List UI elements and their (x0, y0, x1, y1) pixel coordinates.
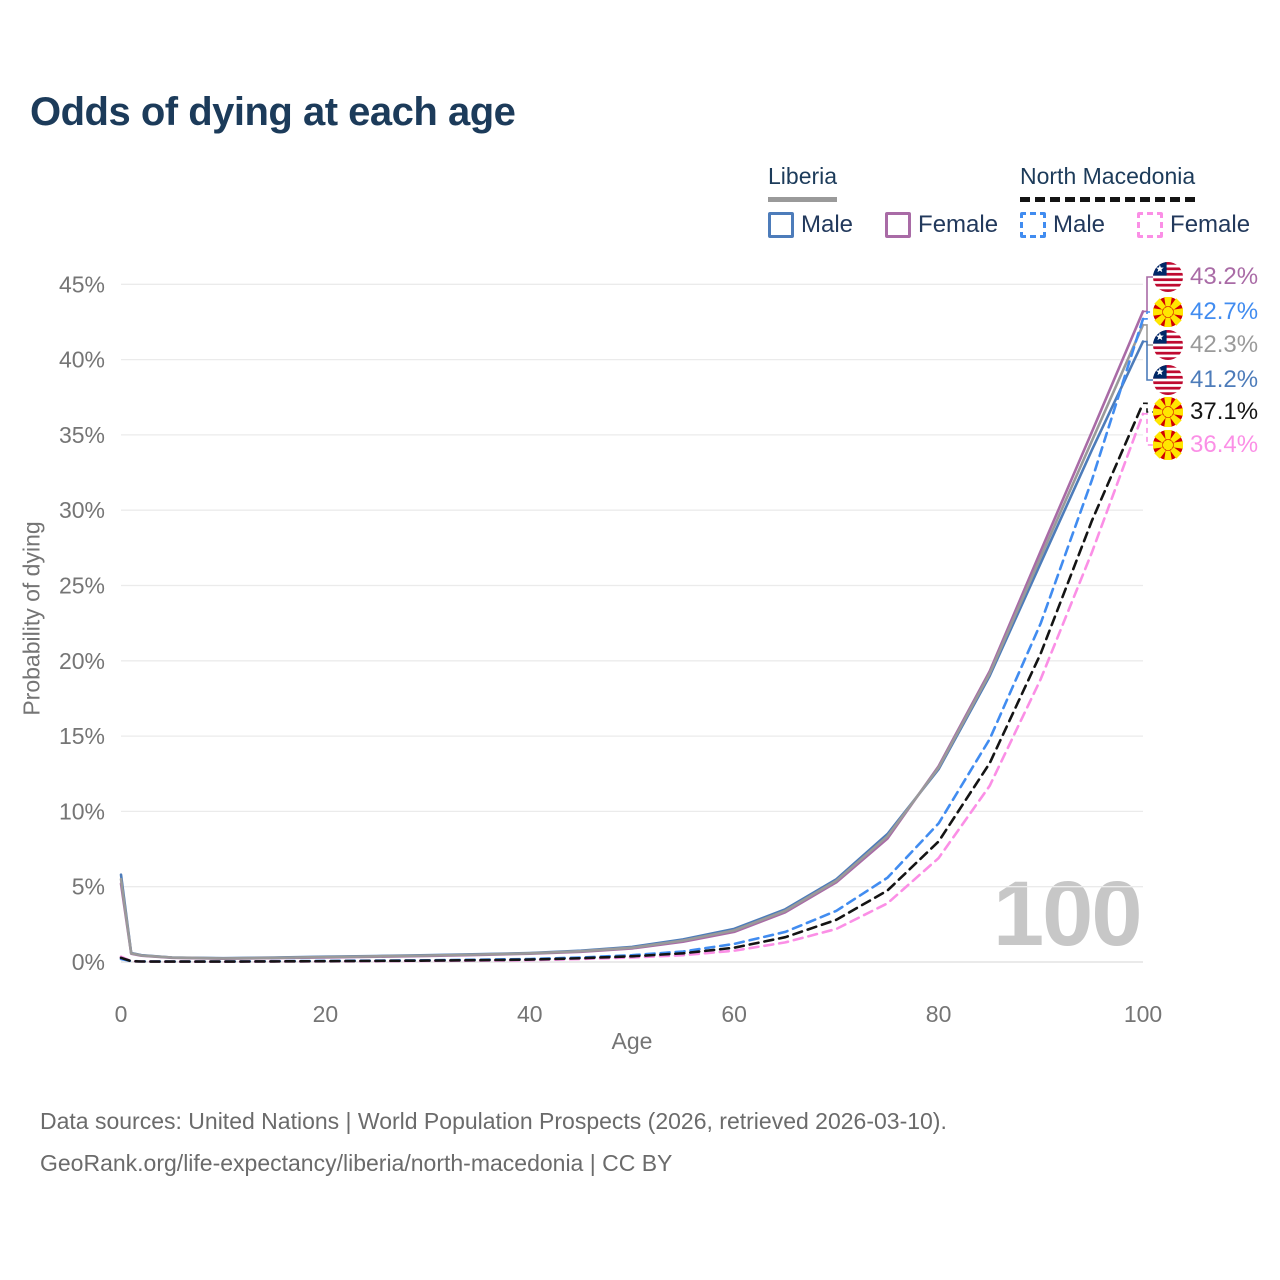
end-label-value: 41.2% (1190, 366, 1259, 393)
y-tick-label: 45% (59, 271, 105, 297)
y-tick-label: 15% (59, 723, 105, 749)
end-label-value: 43.2% (1190, 263, 1259, 290)
series-line-liberia_male[interactable] (119, 340, 1145, 960)
legend-group-liberia: Liberia Male Female (768, 163, 998, 239)
legend-item-north-macedonia-male[interactable]: Male (1020, 211, 1105, 239)
y-tick-label: 10% (59, 798, 105, 824)
x-tick-label: 40 (517, 1001, 543, 1027)
page-title: Odds of dying at each age (30, 90, 516, 134)
series-line-liberia_both[interactable] (119, 323, 1145, 960)
y-tick-label: 25% (59, 573, 105, 599)
north-macedonia-female-swatch (1137, 212, 1164, 238)
north-macedonia-flag-icon (1153, 297, 1183, 327)
series-line-nm_both[interactable] (119, 402, 1145, 963)
end-label-value: 42.7% (1190, 298, 1259, 325)
series-line-liberia_female[interactable] (119, 310, 1145, 960)
legend-item-label: Male (801, 211, 854, 238)
liberia-flag-icon (1153, 262, 1183, 292)
north-macedonia-male-swatch (1020, 212, 1046, 238)
gridlines: 0% 5% 10% 15% 20% 25% 30% 35% 40% 45% (59, 271, 1143, 975)
x-tick-label: 80 (926, 1001, 952, 1027)
x-axis-title: Age (611, 1028, 653, 1054)
y-tick-label: 35% (59, 422, 105, 448)
y-tick-label: 5% (72, 874, 105, 900)
end-label-nm_both: 37.1% (1153, 396, 1258, 428)
legend-item-label: Male (1053, 211, 1106, 238)
end-label-value: 42.3% (1190, 331, 1259, 358)
attribution-url-text: GeoRank.org/life-expectancy/liberia/nort… (40, 1150, 673, 1176)
legend-country-liberia[interactable]: Liberia (768, 163, 838, 202)
end-label-liberia_male: 41.2% (1153, 364, 1258, 396)
north-macedonia-flag-icon (1153, 397, 1183, 427)
leader-line-liberia_female (1143, 276, 1153, 313)
series-line-nm_female[interactable] (119, 412, 1145, 963)
end-label-liberia_both: 42.3% (1153, 329, 1258, 361)
legend-item-liberia-male[interactable]: Male (768, 211, 853, 239)
north-macedonia-flag-icon (1153, 430, 1183, 460)
leader-line-liberia_male (1143, 340, 1153, 381)
end-label-liberia_female: 43.2% (1153, 261, 1258, 293)
legend-item-north-macedonia-female[interactable]: Female (1137, 211, 1250, 239)
x-tick-label: 60 (721, 1001, 747, 1027)
y-tick-label: 30% (59, 497, 105, 523)
end-label-value: 36.4% (1190, 431, 1259, 458)
legend-item-label: Female (918, 211, 999, 238)
end-label-nm_female: 36.4% (1153, 429, 1258, 461)
legend-item-label: Female (1170, 211, 1251, 238)
series-lines (119, 310, 1145, 963)
leader-line-liberia_both (1143, 324, 1153, 346)
series-line-nm_male[interactable] (119, 317, 1145, 963)
legend-group-north-macedonia: North Macedonia Male Female (1020, 163, 1250, 239)
x-tick-label: 20 (313, 1001, 339, 1027)
end-label-nm_male: 42.7% (1153, 296, 1258, 328)
liberia-female-swatch (885, 212, 912, 238)
y-tick-label: 40% (59, 347, 105, 373)
x-tick-label: 100 (1124, 1001, 1162, 1027)
leader-line-nm_both (1143, 402, 1153, 413)
liberia-flag-icon (1153, 330, 1183, 360)
legend-country-north-macedonia[interactable]: North Macedonia (1020, 163, 1196, 202)
hover-age-watermark: 100 (993, 863, 1142, 965)
y-tick-label: 0% (72, 949, 105, 975)
legend-item-liberia-female[interactable]: Female (885, 211, 998, 239)
x-tick-label: 0 (115, 1001, 128, 1027)
data-sources-text: Data sources: United Nations | World Pop… (40, 1108, 947, 1134)
y-tick-label: 20% (59, 648, 105, 674)
end-label-value: 37.1% (1190, 398, 1259, 425)
leader-line-nm_female (1143, 413, 1153, 446)
leader-line-nm_male (1143, 311, 1153, 320)
liberia-male-swatch (768, 212, 794, 238)
liberia-flag-icon (1153, 365, 1183, 395)
